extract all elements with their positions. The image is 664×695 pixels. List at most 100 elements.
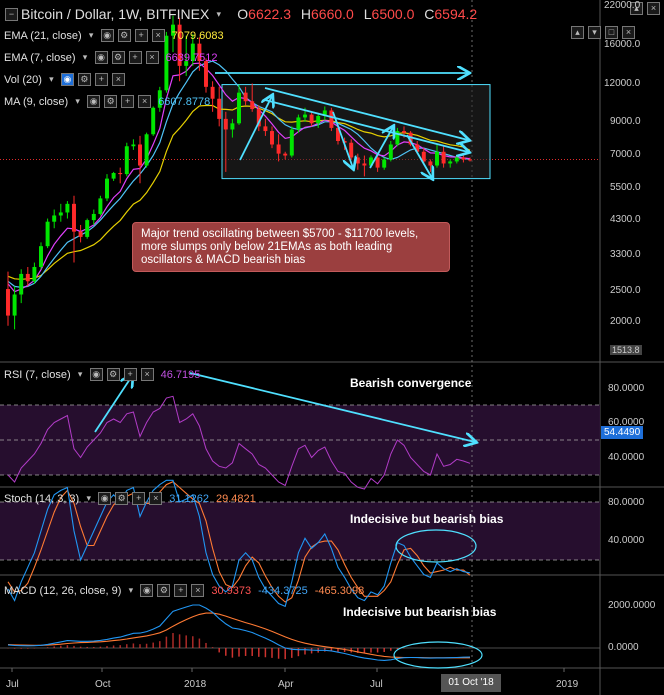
- price-tick: 2000.0: [610, 316, 641, 327]
- stoch-label: Stoch (14, 3, 3): [4, 492, 80, 505]
- candle-body: [435, 151, 439, 166]
- candle-body: [296, 117, 301, 130]
- eye-icon[interactable]: ◉: [100, 29, 114, 42]
- indicator-vol[interactable]: Vol (20) ▾ ◉ ⚙ + ×: [4, 73, 125, 86]
- time-tick: Oct: [95, 679, 111, 690]
- candle-body: [362, 163, 367, 166]
- chevron-down-icon[interactable]: ▾: [88, 30, 94, 40]
- stoch-d-line: [7, 481, 471, 603]
- macd-hist-value: 30.9373: [211, 584, 252, 597]
- indicator-label: EMA (7, close): [4, 51, 76, 64]
- open-value: 6622.3: [248, 6, 291, 22]
- rsi-tick: 80.0000: [608, 383, 645, 394]
- close-icon[interactable]: ×: [149, 492, 163, 505]
- candle-body: [12, 294, 17, 316]
- candle-body: [289, 129, 294, 156]
- chevron-down-icon[interactable]: ▾: [588, 26, 601, 39]
- swing-arrow: [239, 96, 272, 161]
- rsi-value: 46.7195: [160, 368, 201, 381]
- chevron-up-icon[interactable]: ▴: [571, 26, 584, 39]
- stoch-d-value: 29.4821: [215, 492, 256, 505]
- candle-body: [329, 110, 334, 128]
- downtrend-arrow: [264, 99, 468, 152]
- candle-body: [184, 61, 189, 66]
- indicator-value: 7079.6083: [171, 29, 224, 42]
- gear-icon[interactable]: ⚙: [157, 584, 171, 597]
- chevron-down-icon[interactable]: ▾: [216, 8, 222, 19]
- maximize-icon[interactable]: □: [605, 26, 618, 39]
- collapse-icon[interactable]: −: [5, 7, 18, 21]
- candle-body: [369, 157, 373, 166]
- close-icon[interactable]: ×: [647, 2, 660, 15]
- add-icon[interactable]: +: [174, 584, 188, 597]
- close-icon[interactable]: ×: [145, 51, 159, 64]
- close-icon[interactable]: ×: [111, 73, 125, 86]
- rsi-rise-arrow: [94, 376, 132, 433]
- close-icon[interactable]: ×: [138, 95, 152, 108]
- open-label: O: [237, 6, 249, 22]
- candle-body: [303, 114, 307, 118]
- macd-value: -434.3725: [258, 584, 308, 597]
- candle-body: [124, 146, 129, 175]
- chevron-down-icon[interactable]: ▾: [49, 74, 54, 84]
- stoch-header[interactable]: Stoch (14, 3, 3) ▾ ◉ ⚙ + × 31.1262 29.4821: [4, 492, 256, 505]
- macd-header[interactable]: MACD (12, 26, close, 9) ▾ ◉ ⚙ + × 30.9373 -…: [4, 584, 364, 597]
- chevron-up-icon[interactable]: ▴: [630, 2, 643, 15]
- close-icon[interactable]: ×: [191, 584, 205, 597]
- price-tick: 16000.0: [604, 39, 641, 50]
- rsi-header[interactable]: RSI (7, close) ▾ ◉ ⚙ + × 46.7195: [4, 368, 200, 381]
- indicator-value: 6639.7512: [165, 51, 218, 64]
- gear-icon[interactable]: ⚙: [104, 95, 118, 108]
- candle-body: [250, 101, 255, 110]
- candle-body: [157, 90, 162, 108]
- gear-icon[interactable]: ⚙: [117, 29, 131, 42]
- chevron-down-icon[interactable]: ▾: [82, 52, 88, 62]
- stoch-highlight-ellipse: [395, 529, 477, 563]
- price-tick: 7000.0: [610, 149, 641, 160]
- indicator-ema21[interactable]: EMA (21, close) ▾ ◉ ⚙ + × 7079.6083: [4, 29, 224, 42]
- add-icon[interactable]: +: [94, 73, 108, 86]
- price-tick: 3300.0: [610, 249, 641, 260]
- candle-body: [72, 203, 76, 232]
- time-tick: 2019: [556, 679, 579, 690]
- add-icon[interactable]: +: [128, 51, 142, 64]
- candle-body: [131, 144, 136, 147]
- gear-icon[interactable]: ⚙: [111, 51, 125, 64]
- candle-body: [217, 98, 222, 119]
- candle-body: [230, 123, 235, 130]
- eye-icon[interactable]: ◉: [140, 584, 154, 597]
- gear-icon[interactable]: ⚙: [115, 492, 129, 505]
- add-icon[interactable]: +: [132, 492, 146, 505]
- candle-body: [263, 126, 268, 132]
- chevron-down-icon[interactable]: ▾: [77, 369, 83, 379]
- add-icon[interactable]: +: [121, 95, 135, 108]
- eye-icon[interactable]: ◉: [87, 95, 101, 108]
- close-icon[interactable]: ×: [622, 26, 635, 39]
- eye-icon[interactable]: ◉: [60, 73, 74, 86]
- candle-body: [65, 203, 70, 213]
- chevron-down-icon[interactable]: ▾: [86, 493, 91, 503]
- candle-body: [276, 144, 281, 154]
- candle-body: [177, 24, 182, 66]
- cursor-date-badge: 01 Oct '18: [441, 674, 501, 692]
- high-value: 6660.0: [311, 6, 354, 22]
- gear-icon[interactable]: ⚙: [77, 73, 91, 86]
- eye-icon[interactable]: ◉: [98, 492, 112, 505]
- more-options[interactable]: ▴ ×: [629, 2, 660, 15]
- close-icon[interactable]: ×: [140, 368, 154, 381]
- indicator-ma9[interactable]: MA (9, close) ▾ ◉ ⚙ + × 6607.8778: [4, 95, 210, 108]
- candle-body: [39, 246, 43, 267]
- candle-body: [85, 220, 90, 237]
- close-icon[interactable]: ×: [151, 29, 165, 42]
- pane-controls[interactable]: ▴ ▾ □ ×: [570, 26, 635, 39]
- gear-icon[interactable]: ⚙: [106, 368, 120, 381]
- add-icon[interactable]: +: [123, 368, 137, 381]
- eye-icon[interactable]: ◉: [89, 368, 103, 381]
- indicator-ema7[interactable]: EMA (7, close) ▾ ◉ ⚙ + × 6639.7512: [4, 51, 218, 64]
- trend-note[interactable]: Major trend oscillating between $5700 - …: [132, 222, 450, 272]
- eye-icon[interactable]: ◉: [94, 51, 108, 64]
- chevron-down-icon[interactable]: ▾: [75, 96, 80, 106]
- add-icon[interactable]: +: [134, 29, 148, 42]
- chevron-down-icon[interactable]: ▾: [128, 585, 134, 595]
